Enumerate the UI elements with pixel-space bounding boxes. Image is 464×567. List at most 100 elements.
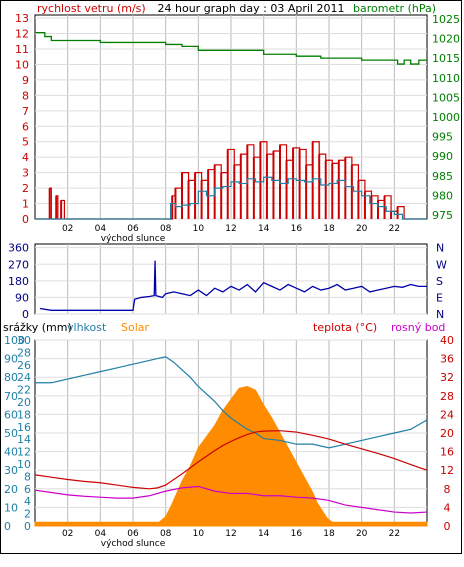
x-tick-label: 18 bbox=[323, 224, 335, 234]
wind-gust-bar bbox=[324, 160, 327, 219]
x-tick-label: 20 bbox=[356, 224, 368, 234]
panel3-axis-title: Solar bbox=[121, 321, 150, 334]
precip-tick-label: 30 bbox=[17, 334, 31, 347]
wind-gust-bar bbox=[171, 195, 174, 219]
precip-tick-label: 28 bbox=[17, 346, 31, 359]
humidity-tick-label: 0 bbox=[4, 520, 11, 533]
compass-label: E bbox=[436, 291, 443, 304]
y-right-tick-label: 995 bbox=[432, 131, 453, 144]
x-tick-label: 22 bbox=[389, 529, 400, 539]
precip-tick-label: 12 bbox=[17, 446, 31, 459]
wind-gust-bar bbox=[265, 154, 268, 219]
humidity-tick-label: 100 bbox=[4, 334, 25, 347]
precip-tick-label: 24 bbox=[17, 371, 31, 384]
wind-gust-bar bbox=[48, 188, 51, 219]
y-left-tick-label: 9 bbox=[22, 74, 29, 87]
wind-gust-bar bbox=[233, 164, 236, 219]
panel3-axis-title: teplota (°C) bbox=[313, 321, 377, 334]
x-tick-label: 14 bbox=[258, 224, 270, 234]
wind-gust-bar bbox=[331, 163, 334, 219]
precip-tick-label: 22 bbox=[17, 384, 31, 397]
x-tick-label: 02 bbox=[62, 529, 73, 539]
wind-gust-bar bbox=[357, 180, 360, 219]
y-right-tick-label: 1015 bbox=[432, 52, 460, 65]
wind-gust-bar bbox=[60, 200, 63, 219]
panel3-axis-title: vlhkost bbox=[67, 321, 107, 334]
y-left-tick-label: 13 bbox=[15, 12, 29, 25]
humidity-tick-label: 70 bbox=[4, 390, 18, 403]
x-tick-label: 08 bbox=[160, 224, 172, 234]
humidity-tick-label: 60 bbox=[4, 408, 18, 421]
x-tick-label: 10 bbox=[193, 224, 205, 234]
y-right-tick-label: 1000 bbox=[432, 111, 460, 124]
x-tick-label: 16 bbox=[291, 529, 303, 539]
wind-gust-bar bbox=[390, 211, 393, 219]
chart-title: 24 hour graph day : 03 April 2011 bbox=[158, 2, 345, 15]
wind-gust-bar bbox=[377, 200, 379, 219]
x-tick-label: 18 bbox=[323, 529, 335, 539]
temp-tick-label: 4 bbox=[444, 501, 451, 514]
wind-gust-bar bbox=[396, 206, 399, 219]
series-teplota bbox=[34, 430, 428, 490]
wind-gust-bar bbox=[305, 164, 308, 219]
x-tick-label: 20 bbox=[356, 529, 368, 539]
y-right-tick-label: 975 bbox=[432, 209, 453, 222]
y-left-tick-label: 12 bbox=[15, 28, 29, 41]
x-tick-label: 06 bbox=[127, 529, 139, 539]
precip-tick-label: 18 bbox=[17, 408, 31, 421]
panel3-axis-title: srážky (mm) bbox=[3, 321, 72, 334]
y-left-tick-label: 4 bbox=[22, 151, 29, 164]
y-right-axis-title: barometr (hPa) bbox=[353, 2, 436, 15]
y-left-axis-title: rychlost vetru (m/s) bbox=[37, 2, 146, 15]
wind-gust-bar bbox=[181, 172, 183, 219]
y-left-tick-label: 10 bbox=[15, 58, 29, 71]
y-right-tick-label: 1005 bbox=[432, 91, 460, 104]
y-tick-label: 0 bbox=[22, 308, 29, 321]
wind-gust-bar bbox=[363, 191, 366, 219]
temp-tick-label: 24 bbox=[440, 408, 454, 421]
y-left-tick-label: 2 bbox=[22, 182, 29, 195]
temp-tick-label: 28 bbox=[440, 390, 454, 403]
temp-tick-label: 12 bbox=[440, 464, 454, 477]
y-right-tick-label: 985 bbox=[432, 170, 453, 183]
wind-gust-bar bbox=[318, 154, 321, 219]
y-tick-label: 180 bbox=[8, 275, 29, 288]
series-barometr bbox=[35, 32, 427, 65]
x-tick-label: 12 bbox=[225, 224, 236, 234]
x-tick-label: 04 bbox=[95, 224, 107, 234]
chart-frame: 0 1 2 3 4 5 6 7 8 9 10 11 12 13 975 980 985 990 995 1000 100… bbox=[0, 0, 462, 554]
temp-tick-label: 0 bbox=[444, 520, 451, 533]
series-wind bbox=[35, 176, 427, 220]
wind-gust-bar bbox=[370, 195, 373, 219]
x-tick-label: 08 bbox=[160, 529, 172, 539]
humidity-tick-label: 30 bbox=[4, 464, 18, 477]
x-tick-label: 06 bbox=[127, 224, 139, 234]
y-right-tick-label: 990 bbox=[432, 150, 453, 163]
wind-gust-bar bbox=[259, 141, 262, 219]
series-wind-direction bbox=[39, 260, 427, 311]
panel3-axis-title: rosný bod bbox=[391, 321, 445, 334]
humidity-tick-label: 40 bbox=[4, 446, 18, 459]
y-left-tick-label: 3 bbox=[22, 167, 29, 180]
wind-gust-bar bbox=[292, 147, 295, 219]
temp-tick-label: 32 bbox=[440, 371, 454, 384]
precip-tick-label: 26 bbox=[17, 359, 31, 372]
temp-tick-label: 40 bbox=[440, 334, 454, 347]
wind-gust-bar bbox=[239, 154, 242, 219]
humidity-tick-label: 50 bbox=[4, 427, 18, 440]
precip-tick-label: 0 bbox=[24, 520, 31, 533]
x-tick-label: 12 bbox=[225, 529, 236, 539]
temp-tick-label: 20 bbox=[440, 427, 454, 440]
wind-gust-bar bbox=[272, 151, 275, 219]
precip-tick-label: 6 bbox=[24, 483, 31, 496]
x-axis-title: východ slunce bbox=[101, 234, 166, 244]
y-left-tick-label: 5 bbox=[22, 136, 29, 149]
humidity-tick-label: 10 bbox=[4, 501, 18, 514]
wind-gust-bar bbox=[344, 157, 347, 219]
temp-tick-label: 36 bbox=[440, 353, 454, 366]
series-rosný-bod bbox=[34, 485, 428, 514]
compass-label: W bbox=[436, 258, 447, 271]
precip-tick-label: 2 bbox=[24, 508, 31, 521]
wind-gust-bar bbox=[337, 160, 340, 219]
